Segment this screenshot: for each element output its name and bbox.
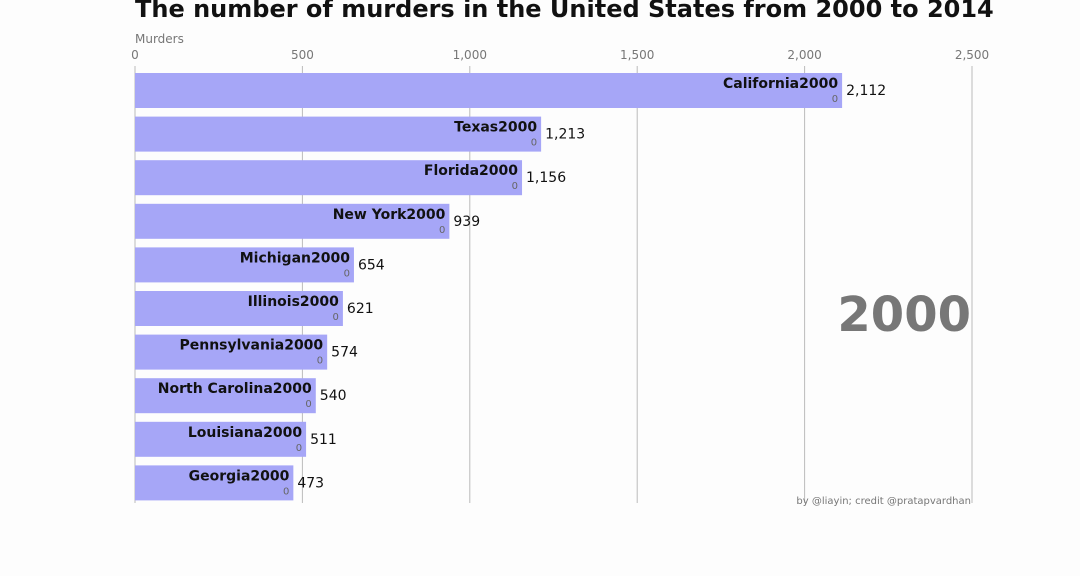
value-label: 621 [347, 301, 374, 317]
x-axis-label: Murders [135, 32, 184, 46]
x-tick-label: 1,000 [453, 48, 487, 62]
bar-label: Texas2000 [454, 120, 537, 136]
x-tick-label: 2,500 [955, 48, 989, 62]
bar [135, 116, 542, 152]
value-label: 654 [358, 257, 385, 273]
bar-sublabel: 0 [296, 443, 302, 454]
credit-text: by @liayin; credit @pratapvardhan [796, 496, 971, 507]
value-label: 2,112 [846, 83, 886, 99]
bar-sublabel: 0 [305, 399, 311, 410]
bar-label: New York2000 [333, 207, 446, 223]
bar-sublabel: 0 [317, 356, 323, 367]
value-label: 1,156 [526, 170, 566, 186]
bar-label: Pennsylvania2000 [179, 338, 323, 354]
year-label: 2000 [837, 287, 971, 343]
bar-label: Florida2000 [424, 163, 518, 179]
bar-label: Georgia2000 [189, 468, 290, 484]
bar-sublabel: 0 [344, 268, 350, 279]
bar-label: Illinois2000 [248, 294, 340, 310]
value-label: 473 [297, 475, 324, 491]
bar-sublabel: 0 [832, 94, 838, 105]
chart-title: The number of murders in the United Stat… [135, 0, 994, 23]
bar [135, 291, 343, 326]
bar-label: Michigan2000 [240, 250, 350, 266]
x-tick-label: 2,000 [787, 48, 821, 62]
value-label: 574 [331, 345, 358, 361]
bar-sublabel: 0 [439, 225, 445, 236]
bar-label: California2000 [723, 76, 838, 92]
bar-sublabel: 0 [333, 312, 339, 323]
value-label: 939 [453, 214, 480, 230]
x-tick-label: 500 [291, 48, 314, 62]
bar-sublabel: 0 [531, 138, 537, 149]
bar [135, 160, 523, 196]
value-label: 511 [310, 432, 337, 448]
bar [135, 247, 354, 283]
bars: California2000 0 2,112 Texas2000 0 1,213 Flori… [135, 73, 886, 501]
value-label: 540 [320, 388, 347, 404]
bar-sublabel: 0 [512, 181, 518, 192]
bar-sublabel: 0 [283, 486, 289, 497]
x-tick-labels: 0 500 1,000 1,500 2,000 2,500 [131, 48, 989, 62]
bar [135, 465, 294, 501]
value-label: 1,213 [545, 127, 585, 143]
x-tick-label: 0 [131, 48, 139, 62]
bar [135, 334, 328, 370]
bar [135, 378, 316, 414]
x-tick-label: 1,500 [620, 48, 654, 62]
bar-label: North Carolina2000 [158, 381, 312, 397]
bar [135, 203, 450, 239]
bar-label: Louisiana2000 [188, 425, 303, 441]
bar [135, 421, 307, 457]
bar [135, 73, 843, 108]
